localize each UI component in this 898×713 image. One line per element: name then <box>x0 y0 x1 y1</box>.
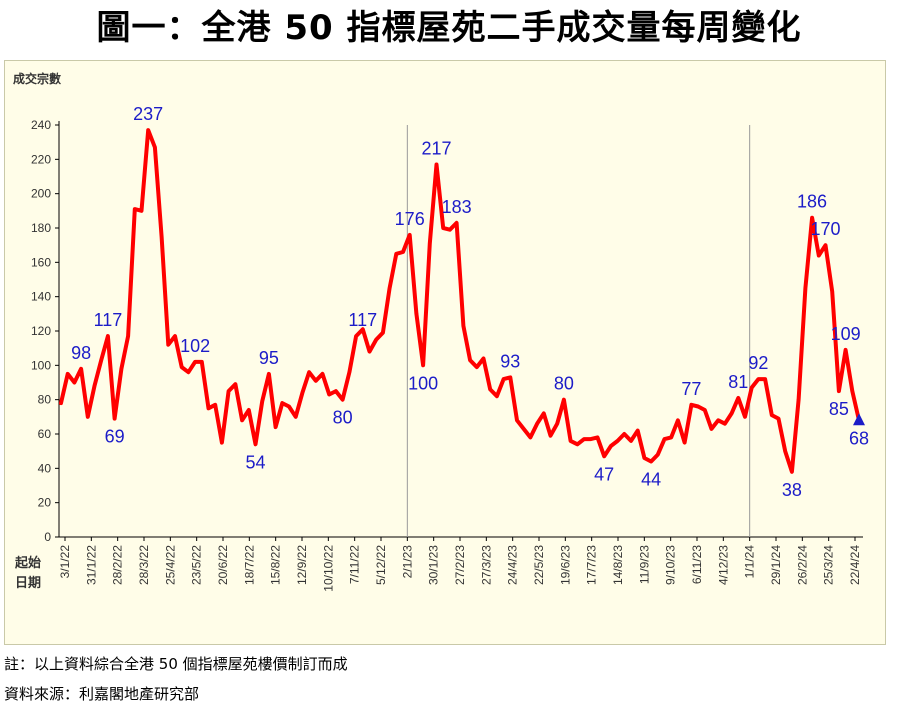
y-tick-label: 20 <box>38 496 52 510</box>
data-label: 95 <box>259 348 279 368</box>
data-label: 80 <box>333 408 353 428</box>
x-tick-label: 20/6/22 <box>216 545 230 585</box>
data-label: 93 <box>500 351 520 371</box>
page-title: 圖一：全港 50 指標屋苑二手成交量每周變化 <box>96 8 802 48</box>
y-axis-label: 成交宗數 <box>13 71 61 86</box>
y-tick-label: 160 <box>31 255 51 269</box>
y-tick-label: 60 <box>38 427 52 441</box>
x-tick-label: 27/3/23 <box>479 545 493 585</box>
data-label: 47 <box>594 464 614 484</box>
data-label: 237 <box>133 104 163 124</box>
x-tick-label: 28/2/22 <box>111 545 125 585</box>
x-tick-label: 2/1/23 <box>400 545 414 579</box>
x-tick-label: 3/1/22 <box>58 545 72 579</box>
series-line <box>59 128 861 474</box>
data-label: 77 <box>681 379 701 399</box>
data-label: 38 <box>782 480 802 500</box>
x-tick-label: 22/4/24 <box>848 545 862 585</box>
data-label: 170 <box>810 219 840 239</box>
data-label: 80 <box>554 374 574 394</box>
x-tick-label: 11/9/23 <box>637 545 651 584</box>
y-tick-label: 220 <box>31 152 51 166</box>
x-tick-label: 5/12/22 <box>374 545 388 585</box>
x-tick-label: 6/11/23 <box>690 545 704 584</box>
data-label: 217 <box>422 138 452 158</box>
x-tick-label: 15/8/22 <box>269 545 283 585</box>
x-tick-label: 22/5/23 <box>532 545 546 585</box>
x-tick-label: 9/10/23 <box>664 545 678 585</box>
data-label: 186 <box>797 192 827 212</box>
x-tick-label: 27/2/23 <box>453 545 467 585</box>
line-chart: 成交宗數 0 20 40 60 80 100 120 140 160 180 200 220 240 3/1… <box>13 71 869 592</box>
data-label: 102 <box>180 336 210 356</box>
x-tick-label: 18/7/22 <box>242 545 256 585</box>
x-tick-label: 25/3/24 <box>822 545 836 585</box>
footnote: 註：以上資料綜合全港 50 個指標屋苑樓價制訂而成 <box>4 655 348 673</box>
data-label: 183 <box>442 197 472 217</box>
x-tick-label: 31/1/22 <box>84 545 98 585</box>
data-label: 117 <box>94 310 123 330</box>
x-axis-label-line2: 日期 <box>15 575 41 590</box>
y-tick-label: 80 <box>38 393 52 407</box>
y-tick-label: 100 <box>31 358 51 372</box>
x-tick-label: 10/10/22 <box>321 545 335 592</box>
y-tick-label: 200 <box>31 187 51 201</box>
x-tick-label: 30/1/23 <box>427 545 441 585</box>
y-tick-label: 0 <box>44 530 51 544</box>
y-tick-label: 180 <box>31 221 51 235</box>
data-label: 54 <box>245 452 265 472</box>
y-tick-label: 140 <box>31 290 51 304</box>
data-label: 117 <box>348 310 377 330</box>
data-label: 109 <box>831 324 861 344</box>
chart-panel: 成交宗數 0 20 40 60 80 100 120 140 160 180 200 220 240 3/1… <box>4 60 886 645</box>
x-tick-label: 29/1/24 <box>769 545 783 585</box>
x-axis-label: 起始 <box>14 555 41 570</box>
last-point-marker <box>853 413 865 426</box>
x-tick-label: 7/11/22 <box>348 545 362 584</box>
x-tick-label: 28/3/22 <box>137 545 151 585</box>
data-label: 85 <box>829 399 849 419</box>
x-tick-label: 1/1/24 <box>743 545 757 579</box>
x-tick-label: 4/12/23 <box>716 545 730 585</box>
data-label: 69 <box>105 427 125 447</box>
data-label: 44 <box>641 469 661 489</box>
x-tick-label: 17/7/23 <box>585 545 599 585</box>
y-tick-label: 240 <box>31 118 51 132</box>
y-tick-label: 40 <box>38 461 52 475</box>
y-tick-label: 120 <box>31 324 51 338</box>
x-tick-label: 14/8/23 <box>611 545 625 585</box>
x-tick-label: 24/4/23 <box>506 545 520 585</box>
data-label: 68 <box>849 428 869 448</box>
x-tick-label: 23/5/22 <box>190 545 204 585</box>
data-label: 100 <box>408 373 438 393</box>
x-tick-label: 25/4/22 <box>163 545 177 585</box>
data-label: 176 <box>395 209 425 229</box>
x-tick-label: 19/6/23 <box>558 545 572 585</box>
data-label: 81 <box>728 372 748 392</box>
data-label: 98 <box>71 343 91 363</box>
x-tick-label: 12/9/22 <box>295 545 309 585</box>
source-note: 資料來源：利嘉閣地產研究部 <box>4 685 200 703</box>
data-label: 92 <box>748 353 768 373</box>
x-tick-label: 26/2/24 <box>795 545 809 585</box>
